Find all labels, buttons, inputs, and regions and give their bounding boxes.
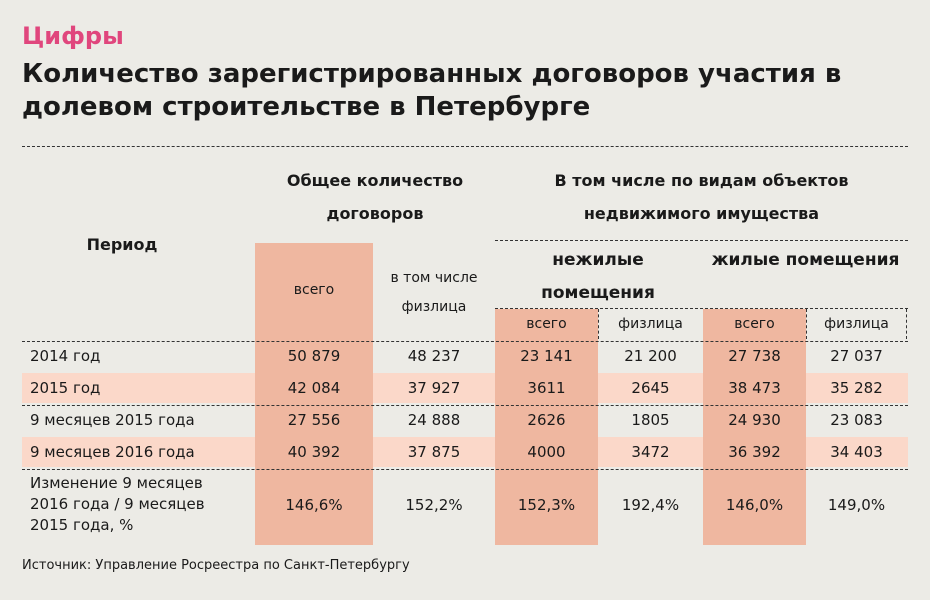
cell: 23 141 — [520, 347, 573, 365]
header-total-all: всего — [293, 282, 335, 298]
cell: 149,0% — [827, 496, 886, 514]
cell: 40 392 — [287, 443, 341, 461]
cell: 2626 — [527, 411, 566, 429]
divider — [22, 469, 908, 470]
cell: 192,4% — [621, 496, 680, 514]
column-total-all — [255, 243, 373, 545]
cell: 23 083 — [830, 411, 883, 429]
cell: 4000 — [527, 443, 566, 461]
cell: 48 237 — [407, 347, 461, 365]
divider — [495, 240, 908, 241]
header-res: жилые помещения — [711, 250, 900, 270]
cell: 27 738 — [728, 347, 781, 365]
header-res-all: всего — [734, 316, 775, 332]
row-label: 2014 год — [30, 347, 101, 365]
page-title: Количество зарегистрированных договоров … — [22, 59, 842, 122]
header-nonres: нежилые помещения — [541, 250, 655, 303]
divider — [495, 308, 908, 309]
divider — [906, 309, 907, 339]
divider — [22, 146, 908, 147]
divider — [22, 341, 908, 342]
header-period: Период — [86, 235, 158, 254]
row-label: 9 месяцев 2016 года — [30, 443, 195, 461]
cell: 35 282 — [830, 379, 883, 397]
header-res-individuals: физлица — [824, 316, 889, 332]
cell: 24 888 — [407, 411, 461, 429]
header-total: Общее количество договоров — [286, 171, 464, 223]
cell: 50 879 — [287, 347, 341, 365]
row-label: 2015 года, % — [30, 516, 134, 534]
cell: 3611 — [527, 379, 566, 397]
divider — [22, 405, 908, 406]
cell: 36 392 — [728, 443, 781, 461]
cell: 1805 — [631, 411, 670, 429]
divider — [598, 309, 599, 339]
row-label: 2016 года / 9 месяцев — [30, 495, 205, 513]
cell: 38 473 — [728, 379, 781, 397]
cell: 146,0% — [725, 496, 784, 514]
header-total-individuals: в том числе физлица — [390, 270, 478, 315]
row-label: 9 месяцев 2015 года — [30, 411, 195, 429]
cell: 24 930 — [728, 411, 781, 429]
header-by-type: В том числе по видам объектов недвижимог… — [554, 171, 849, 223]
header-nonres-all: всего — [526, 316, 567, 332]
kicker: Цифры — [22, 22, 124, 50]
row-label: Изменение 9 месяцев — [30, 474, 203, 492]
cell: 152,2% — [405, 496, 463, 514]
cell: 34 403 — [830, 443, 883, 461]
divider — [806, 309, 807, 339]
column-nonres-all — [495, 309, 598, 545]
cell: 42 084 — [287, 379, 341, 397]
cell: 27 556 — [287, 411, 341, 429]
cell: 21 200 — [624, 347, 677, 365]
row-label: 2015 год — [30, 379, 101, 397]
cell: 146,6% — [285, 496, 343, 514]
cell: 152,3% — [517, 496, 576, 514]
cell: 37 927 — [407, 379, 461, 397]
cell: 27 037 — [830, 347, 883, 365]
column-res-all — [703, 309, 806, 545]
source-note: Источник: Управление Росреестра по Санкт… — [22, 558, 410, 573]
cell: 37 875 — [407, 443, 461, 461]
header-nonres-individuals: физлица — [618, 316, 683, 332]
cell: 3472 — [631, 443, 670, 461]
cell: 2645 — [631, 379, 670, 397]
